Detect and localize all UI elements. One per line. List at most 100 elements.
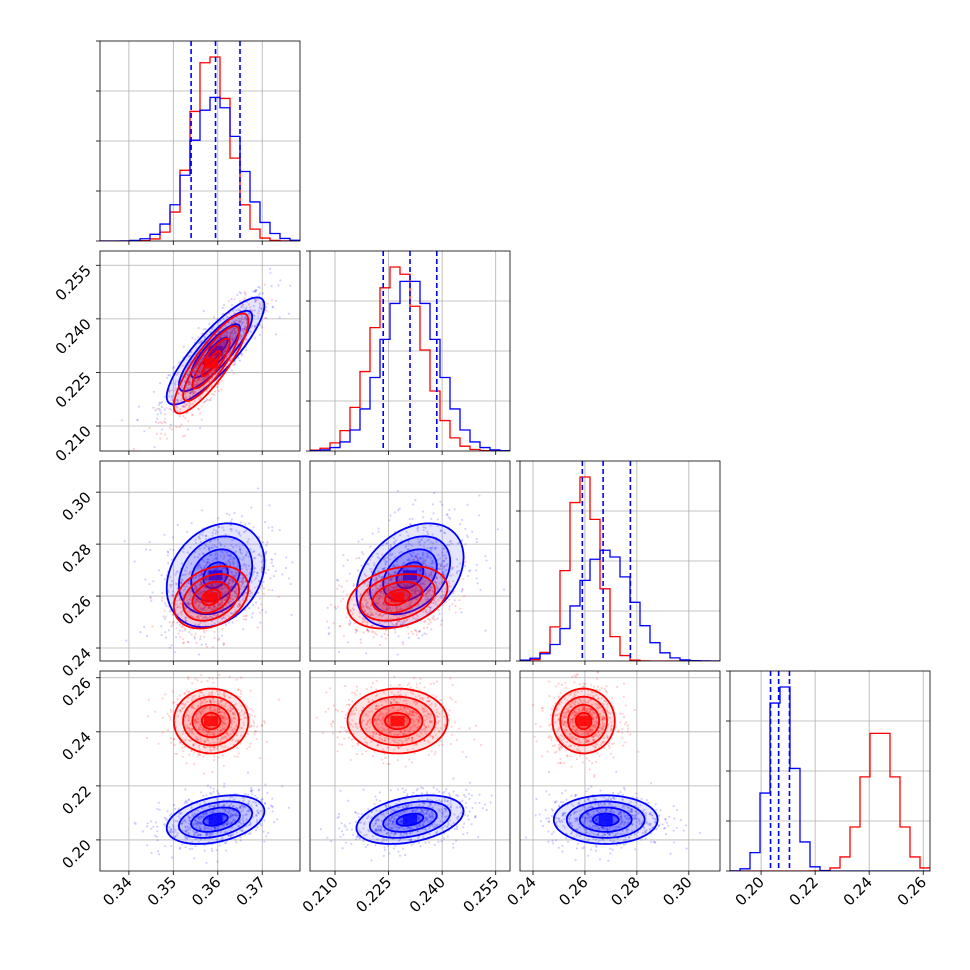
sample-point xyxy=(200,592,203,596)
sample-point xyxy=(187,602,190,606)
sample-point xyxy=(185,573,188,576)
sample-point xyxy=(388,552,391,556)
sample-point xyxy=(228,579,231,582)
sample-point xyxy=(235,529,238,532)
sample-point xyxy=(178,847,181,851)
sample-point xyxy=(421,551,424,555)
sample-point xyxy=(254,300,257,303)
sample-point xyxy=(379,591,382,594)
sample-point xyxy=(144,578,147,581)
sample-point xyxy=(348,622,351,626)
sample-point xyxy=(393,542,396,545)
sample-point xyxy=(420,561,423,564)
sample-point xyxy=(229,520,233,523)
sample-point xyxy=(202,608,205,611)
sample-point xyxy=(253,305,256,308)
sample-point xyxy=(229,523,232,527)
sample-point xyxy=(188,573,191,576)
sample-point xyxy=(163,602,167,605)
sample-point xyxy=(430,556,433,560)
contour-line xyxy=(191,580,231,614)
sample-point xyxy=(406,626,409,629)
sample-point xyxy=(185,403,188,406)
sample-point xyxy=(233,332,236,335)
sample-point xyxy=(252,290,255,293)
sample-point xyxy=(217,321,220,324)
sample-point xyxy=(163,417,166,420)
sample-point xyxy=(246,568,249,571)
sample-point xyxy=(407,636,410,639)
sample-point xyxy=(264,520,267,524)
sample-point xyxy=(165,604,168,607)
sample-point xyxy=(369,608,373,611)
sample-point xyxy=(408,543,411,546)
sample-point xyxy=(448,508,451,511)
sample-point xyxy=(220,586,223,589)
sample-point xyxy=(396,622,399,625)
sample-point xyxy=(441,571,444,574)
sample-point xyxy=(448,543,451,547)
sample-point xyxy=(380,615,383,618)
sample-point xyxy=(244,327,247,330)
sample-point xyxy=(200,591,203,594)
sample-point xyxy=(229,357,233,360)
sample-point xyxy=(197,592,200,595)
sample-point xyxy=(182,405,185,408)
sample-point xyxy=(284,567,288,570)
sample-point xyxy=(388,554,391,557)
sample-point xyxy=(225,562,228,566)
sample-point xyxy=(429,608,432,612)
sample-point xyxy=(171,590,174,593)
sample-point xyxy=(210,590,213,593)
sample-point xyxy=(376,587,379,590)
sample-point xyxy=(187,602,190,606)
sample-point xyxy=(414,590,417,593)
sample-point xyxy=(271,797,274,800)
sample-point xyxy=(168,389,171,392)
sample-point xyxy=(216,538,220,542)
panel-3-1 xyxy=(310,671,510,871)
sample-point xyxy=(169,548,172,551)
sample-point xyxy=(278,316,281,319)
sample-point xyxy=(432,590,435,593)
sample-point xyxy=(171,389,174,392)
sample-point xyxy=(185,582,188,586)
sample-point xyxy=(217,793,220,796)
sample-point xyxy=(153,446,156,449)
sample-point xyxy=(193,390,196,394)
sample-point xyxy=(201,376,204,379)
sample-point xyxy=(213,538,216,542)
sample-point xyxy=(238,545,241,548)
sample-point xyxy=(184,596,188,600)
sample-point xyxy=(444,557,447,560)
sample-point xyxy=(211,328,214,331)
sample-point xyxy=(422,626,426,630)
sample-point xyxy=(200,509,204,512)
sample-point xyxy=(403,568,406,571)
sample-point xyxy=(255,571,259,575)
sample-point xyxy=(442,559,445,562)
sample-point xyxy=(402,562,405,565)
sample-point xyxy=(458,569,461,573)
sample-point xyxy=(395,623,398,626)
sample-point xyxy=(278,529,281,532)
sample-point xyxy=(253,309,256,312)
sample-point xyxy=(223,340,226,343)
sample-point xyxy=(206,375,209,378)
sample-point xyxy=(264,572,267,575)
sample-point xyxy=(196,615,199,618)
sample-point xyxy=(215,849,218,852)
contour-line xyxy=(202,336,229,366)
sample-point xyxy=(188,571,191,575)
sample-point xyxy=(336,587,339,591)
sample-point xyxy=(228,582,231,585)
sample-point xyxy=(242,581,245,584)
sample-point xyxy=(231,341,234,344)
sample-point xyxy=(419,572,422,575)
sample-point xyxy=(175,425,178,429)
sample-point xyxy=(169,585,172,588)
sample-point xyxy=(241,578,244,582)
sample-point xyxy=(198,537,201,540)
sample-point xyxy=(241,581,244,584)
sample-point xyxy=(489,567,492,570)
